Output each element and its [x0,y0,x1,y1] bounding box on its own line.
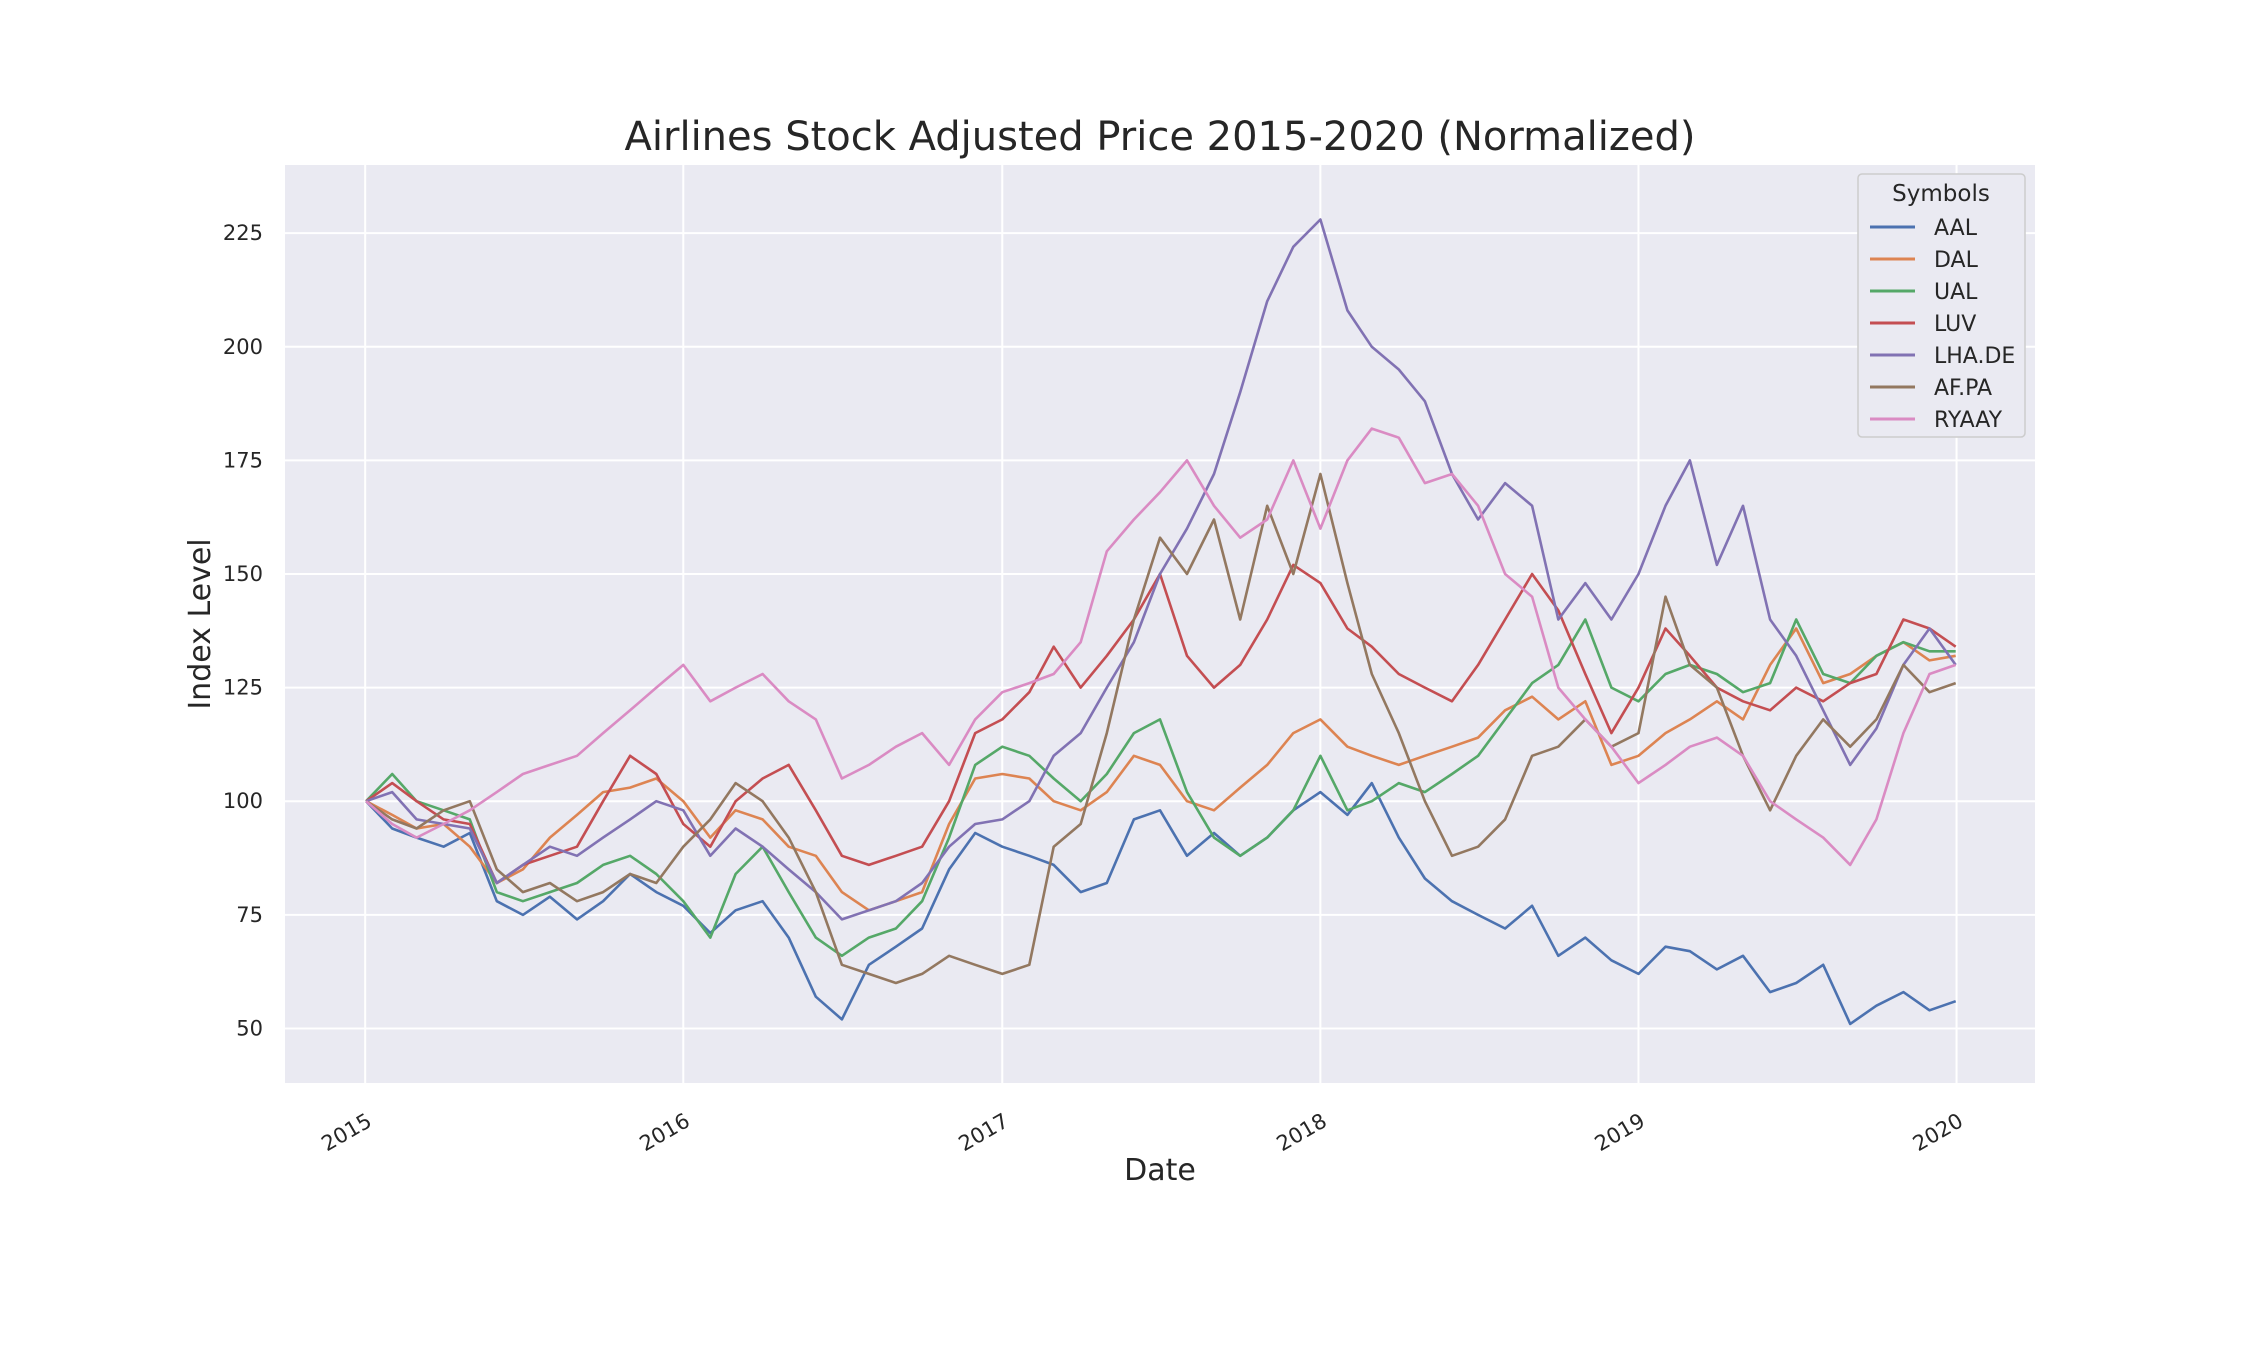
y-tick-label: 150 [223,562,263,586]
legend-label-luv: LUV [1934,312,1976,337]
legend-items: AAL DAL UAL LUV LHA.DE AF.PA RYAAY [1870,216,2015,433]
legend-label-aal: AAL [1934,216,1978,241]
series-line-ryaay [365,427,1957,867]
y-tick-label: 225 [223,221,263,245]
y-tick-label: 125 [223,676,263,700]
series-line-dal [365,627,1956,912]
plot-area [285,165,2035,1083]
y-tick-label: 50 [236,1016,263,1040]
series-line-af-pa [365,472,1957,985]
y-tick-label: 175 [223,448,263,472]
gridlines [285,165,2035,1083]
series-lines [365,218,1957,1026]
y-axis-label: Index Level [183,538,218,709]
legend-box [1857,173,2026,438]
legend: Symbols AAL DAL UAL LUV LHA.DE AF.PA RYAAY [1857,173,2026,438]
x-axis-label: Date [1124,1153,1196,1188]
legend-label-lha-de: LHA.DE [1934,344,2015,369]
y-tick-label: 75 [236,903,263,927]
legend-title: Symbols [1892,181,1990,207]
legend-label-ual: UAL [1934,280,1978,305]
y-tick-label: 200 [223,335,263,359]
series-line-lha-de [365,218,1957,921]
y-tick-label: 100 [223,789,263,813]
y-axis-ticks: 50 75 100 125 150 175 200 225 [223,221,263,1040]
legend-label-af-pa: AF.PA [1934,376,1992,401]
legend-label-dal: DAL [1934,248,1979,273]
legend-label-ryaay: RYAAY [1934,408,2003,433]
chart-title: Airlines Stock Adjusted Price 2015-2020 … [625,114,1696,160]
